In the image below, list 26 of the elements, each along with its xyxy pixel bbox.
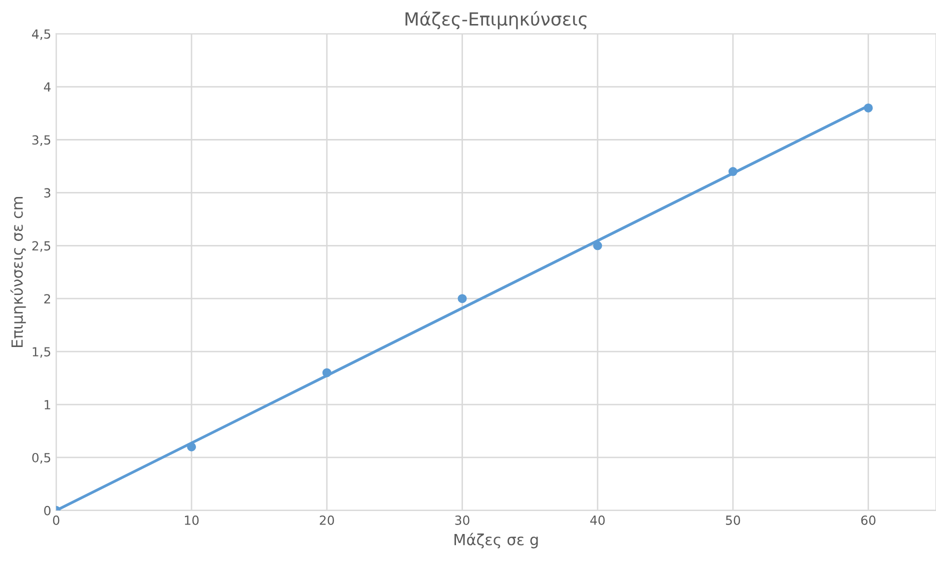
x-tick-label: 20 — [320, 516, 334, 525]
point — [728, 167, 738, 176]
x-axis-title: Μάζες σε g — [454, 532, 538, 548]
chart-title: Μάζες-Επιμηκύνσεις — [406, 11, 587, 30]
x-tick-label: 0 — [53, 516, 60, 525]
point — [593, 241, 602, 250]
x-tick-label: 50 — [726, 516, 740, 525]
y-tick-label: 2 — [44, 294, 50, 304]
y-tick-label: 4,5 — [32, 29, 50, 40]
x-tick-label: 30 — [455, 516, 470, 525]
y-tick-label: 4 — [44, 82, 51, 92]
y-tick-label: 1,5 — [32, 347, 50, 358]
x-tick-label: 10 — [184, 516, 199, 525]
x-tick-label: 60 — [861, 516, 876, 525]
x-tick-label: 40 — [590, 516, 605, 525]
y-tick-label: 3,5 — [32, 135, 50, 146]
point — [187, 442, 196, 452]
y-tick-label: 3 — [44, 188, 50, 198]
y-tick-label: 0 — [44, 506, 50, 516]
point — [458, 294, 467, 304]
point — [322, 368, 332, 378]
y-tick-label: 2,5 — [32, 241, 50, 252]
y-tick-label: 0,5 — [32, 452, 50, 464]
y-tick-label: 1 — [44, 400, 50, 410]
y-axis-title: Επιμηκύνσεις σε cm — [10, 197, 26, 348]
point — [864, 103, 873, 112]
